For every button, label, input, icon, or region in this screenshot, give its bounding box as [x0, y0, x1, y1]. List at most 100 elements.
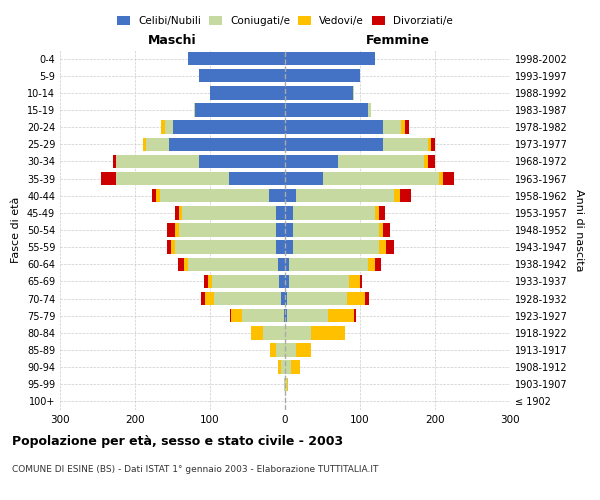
Bar [311, 326, 345, 340]
Y-axis label: Anni di nascita: Anni di nascita [574, 188, 584, 271]
Bar [354, 309, 355, 322]
Bar [212, 274, 279, 288]
Bar [277, 258, 285, 271]
Bar [383, 120, 401, 134]
Bar [179, 224, 276, 236]
Bar [101, 172, 116, 186]
Bar [289, 258, 367, 271]
Bar [347, 292, 365, 306]
Bar [400, 189, 411, 202]
Bar [175, 240, 276, 254]
Bar [285, 120, 383, 134]
Bar [285, 69, 360, 82]
Bar [287, 292, 347, 306]
Bar [175, 224, 179, 236]
Bar [171, 240, 175, 254]
Bar [187, 52, 285, 66]
Bar [285, 189, 296, 202]
Bar [276, 344, 285, 356]
Bar [285, 172, 323, 186]
Bar [285, 326, 311, 340]
Bar [229, 172, 285, 186]
Bar [383, 224, 390, 236]
Bar [242, 309, 284, 322]
Bar [178, 258, 184, 271]
Bar [204, 274, 208, 288]
Bar [287, 378, 288, 391]
Bar [289, 274, 349, 288]
Legend: Celibi/Nubili, Coniugati/e, Vedovi/e, Divorziati/e: Celibi/Nubili, Coniugati/e, Vedovi/e, Di… [113, 12, 457, 30]
Y-axis label: Fasce di età: Fasce di età [11, 197, 21, 263]
Bar [285, 309, 287, 322]
Bar [263, 326, 285, 340]
Bar [160, 189, 269, 202]
Bar [285, 292, 287, 306]
Bar [285, 52, 375, 66]
Bar [281, 360, 285, 374]
Bar [270, 344, 276, 356]
Bar [360, 274, 361, 288]
Bar [195, 104, 285, 117]
Bar [424, 154, 427, 168]
Bar [229, 309, 231, 322]
Bar [269, 189, 285, 202]
Bar [199, 154, 285, 168]
Bar [156, 189, 160, 202]
Bar [285, 258, 289, 271]
Bar [293, 206, 375, 220]
Bar [296, 344, 311, 356]
Bar [116, 172, 229, 186]
Bar [281, 292, 285, 306]
Bar [165, 120, 173, 134]
Bar [167, 224, 175, 236]
Bar [367, 258, 375, 271]
Bar [231, 309, 242, 322]
Bar [276, 224, 285, 236]
Bar [386, 240, 394, 254]
Bar [287, 309, 328, 322]
Bar [175, 206, 179, 220]
Bar [285, 240, 293, 254]
Bar [113, 154, 116, 168]
Text: COMUNE DI ESINE (BS) - Dati ISTAT 1° gennaio 2003 - Elaborazione TUTTITALIA.IT: COMUNE DI ESINE (BS) - Dati ISTAT 1° gen… [12, 465, 379, 474]
Bar [365, 292, 369, 306]
Text: Femmine: Femmine [365, 34, 430, 46]
Bar [251, 326, 263, 340]
Bar [431, 138, 435, 151]
Bar [279, 274, 285, 288]
Bar [146, 138, 169, 151]
Bar [427, 154, 435, 168]
Bar [367, 104, 371, 117]
Text: Popolazione per età, sesso e stato civile - 2003: Popolazione per età, sesso e stato civil… [12, 435, 343, 448]
Bar [349, 274, 360, 288]
Text: Maschi: Maschi [148, 34, 197, 46]
Bar [285, 378, 287, 391]
Bar [167, 240, 171, 254]
Bar [375, 258, 381, 271]
Bar [210, 86, 285, 100]
Bar [401, 120, 405, 134]
Bar [328, 309, 354, 322]
Bar [353, 86, 354, 100]
Bar [201, 292, 205, 306]
Bar [205, 292, 214, 306]
Bar [405, 120, 409, 134]
Bar [285, 154, 337, 168]
Bar [285, 138, 383, 151]
Bar [383, 138, 427, 151]
Bar [214, 292, 281, 306]
Bar [208, 274, 212, 288]
Bar [337, 154, 424, 168]
Bar [161, 120, 165, 134]
Bar [285, 86, 353, 100]
Bar [187, 258, 277, 271]
Bar [143, 138, 146, 151]
Bar [379, 240, 386, 254]
Bar [193, 104, 195, 117]
Bar [291, 360, 300, 374]
Bar [285, 274, 289, 288]
Bar [284, 309, 285, 322]
Bar [296, 189, 394, 202]
Bar [285, 360, 291, 374]
Bar [323, 172, 439, 186]
